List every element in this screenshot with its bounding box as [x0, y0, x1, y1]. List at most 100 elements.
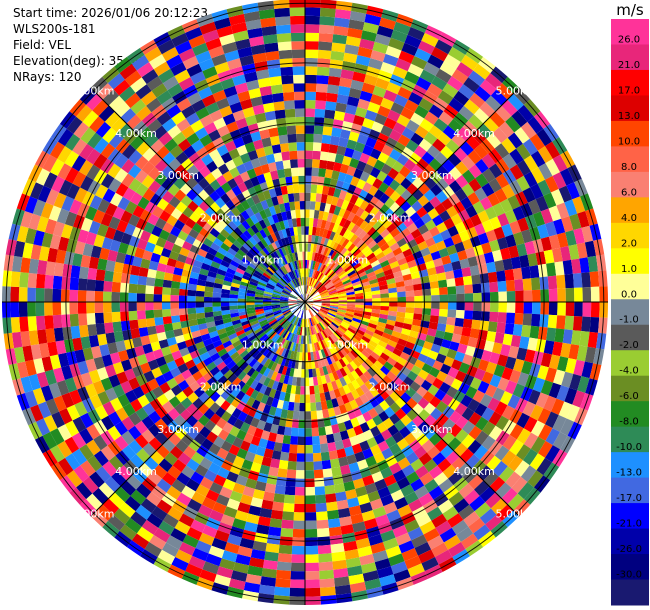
velocity-gate: [536, 128, 553, 147]
velocity-gate: [292, 57, 305, 67]
velocity-gate: [363, 163, 374, 175]
velocity-gate: [290, 24, 305, 33]
velocity-gate: [310, 260, 314, 270]
velocity-gate: [448, 470, 463, 486]
velocity-gate: [192, 171, 205, 184]
velocity-gate: [271, 144, 282, 154]
velocity-gate: [366, 418, 377, 430]
velocity-gate: [360, 320, 369, 327]
velocity-gate: [479, 101, 496, 118]
velocity-gate: [203, 237, 214, 248]
velocity-gate: [505, 116, 521, 133]
velocity-gate: [362, 474, 375, 487]
velocity-gate: [418, 452, 433, 466]
velocity-gate: [323, 279, 332, 287]
velocity-gate: [407, 563, 425, 577]
velocity-gate: [276, 561, 292, 571]
velocity-gate: [485, 384, 498, 398]
velocity-gate: [560, 168, 575, 186]
velocity-gate: [259, 464, 270, 475]
velocity-gate: [245, 573, 262, 585]
range-ring-label: 5.00km: [73, 507, 115, 520]
velocity-gate: [410, 271, 421, 280]
velocity-gate: [486, 261, 497, 273]
velocity-gate: [447, 294, 457, 302]
velocity-gate: [282, 255, 288, 265]
velocity-gate: [388, 287, 398, 294]
velocity-gate: [262, 189, 272, 200]
velocity-gate: [263, 297, 272, 301]
velocity-gate: [462, 354, 474, 366]
velocity-gate: [412, 403, 424, 416]
velocity-gate: [186, 188, 198, 201]
velocity-gate: [216, 361, 227, 371]
velocity-gate: [517, 217, 530, 232]
velocity-gate: [390, 561, 408, 575]
velocity-gate: [332, 342, 340, 352]
velocity-gate: [428, 465, 443, 479]
velocity-gate: [289, 295, 298, 299]
velocity-gate: [331, 398, 339, 408]
velocity-gate: [435, 240, 447, 251]
velocity-gate: [269, 264, 277, 273]
velocity-gate: [28, 213, 41, 231]
velocity-gate: [276, 476, 287, 487]
velocity-gate: [251, 349, 260, 359]
velocity-gate: [455, 285, 465, 295]
velocity-gate: [428, 367, 440, 378]
velocity-gate: [265, 312, 274, 318]
velocity-gate: [163, 240, 175, 251]
velocity-gate: [286, 469, 297, 479]
velocity-gate: [435, 265, 445, 274]
velocity-gate: [332, 320, 341, 327]
velocity-gate: [373, 234, 384, 244]
range-ring-label: 4.00km: [453, 465, 495, 478]
velocity-gate: [263, 236, 272, 246]
velocity-gate: [487, 271, 498, 283]
velocity-gate: [265, 314, 275, 320]
velocity-gate: [305, 587, 321, 597]
velocity-gate: [357, 326, 367, 333]
velocity-gate: [233, 226, 243, 237]
velocity-gate: [185, 217, 197, 229]
velocity-gate: [248, 87, 262, 99]
velocity-gate: [403, 317, 414, 325]
velocity-gate: [443, 262, 454, 273]
velocity-gate: [284, 237, 290, 246]
velocity-gate: [237, 46, 253, 59]
velocity-gate: [277, 258, 284, 267]
velocity-gate: [328, 272, 337, 280]
velocity-gate: [380, 494, 394, 507]
velocity-gate: [305, 74, 317, 84]
velocity-gate: [543, 192, 557, 209]
velocity-gate: [282, 265, 289, 274]
velocity-gate: [97, 258, 108, 271]
velocity-gate: [380, 163, 393, 175]
velocity-gate: [343, 219, 352, 230]
velocity-gate: [437, 458, 452, 473]
velocity-gate: [32, 387, 46, 405]
velocity-gate: [574, 287, 583, 302]
velocity-gate: [298, 243, 303, 252]
velocity-gate: [343, 540, 358, 552]
velocity-gate: [358, 242, 368, 252]
velocity-gate: [313, 385, 320, 395]
colorbar-tick-label: -8.0: [619, 417, 639, 428]
velocity-gate: [73, 465, 90, 483]
velocity-gate: [316, 519, 329, 529]
velocity-gate: [299, 402, 305, 412]
velocity-gate: [427, 506, 443, 521]
velocity-gate: [219, 486, 233, 499]
velocity-gate: [386, 82, 401, 95]
velocity-gate: [192, 238, 203, 249]
velocity-gate: [137, 394, 150, 408]
velocity-gate: [350, 259, 360, 268]
velocity-gate: [321, 330, 328, 339]
velocity-gate: [317, 285, 325, 292]
velocity-gate: [326, 355, 333, 365]
velocity-gate: [243, 230, 252, 240]
velocity-gate: [414, 48, 432, 62]
velocity-gate: [346, 202, 355, 212]
velocity-gate: [218, 264, 229, 272]
velocity-gate: [32, 199, 46, 217]
